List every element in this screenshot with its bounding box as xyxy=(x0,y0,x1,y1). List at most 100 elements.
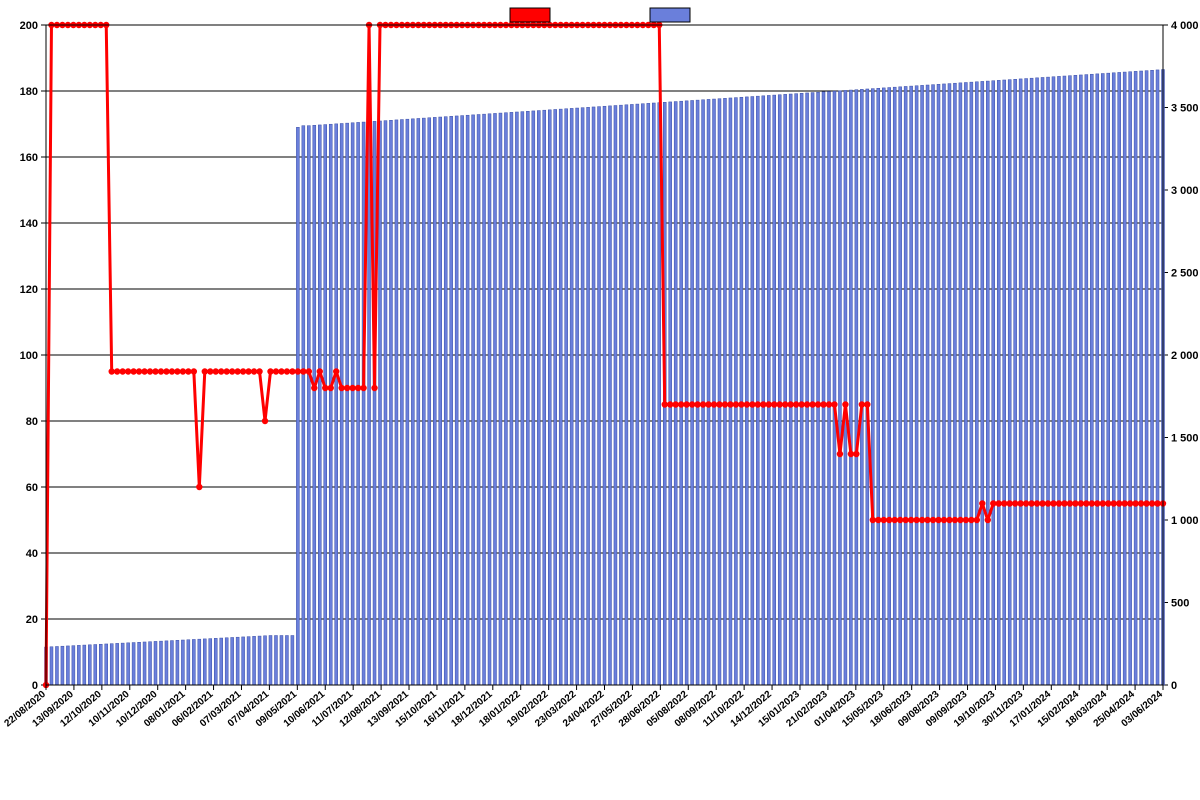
line-marker xyxy=(174,368,180,374)
bar xyxy=(1068,76,1071,685)
line-marker xyxy=(196,484,202,490)
line-marker xyxy=(1028,500,1034,506)
bar xyxy=(165,641,168,685)
bar xyxy=(630,104,633,685)
bar xyxy=(641,104,644,685)
bar xyxy=(718,99,721,685)
bar xyxy=(105,644,108,685)
bar xyxy=(406,119,409,685)
bar xyxy=(428,118,431,685)
line-marker xyxy=(1132,500,1138,506)
svg-text:1 500: 1 500 xyxy=(1171,433,1199,445)
bar xyxy=(1123,72,1126,685)
bar xyxy=(307,126,310,685)
bar xyxy=(72,646,75,685)
bar xyxy=(1052,77,1055,685)
line-marker xyxy=(1116,500,1122,506)
bar xyxy=(110,644,113,685)
svg-text:120: 120 xyxy=(20,284,38,296)
bar xyxy=(389,120,392,685)
bar xyxy=(795,94,798,685)
bar xyxy=(77,645,80,685)
line-marker xyxy=(119,368,125,374)
bar xyxy=(729,98,732,685)
line-marker xyxy=(1001,500,1007,506)
bar xyxy=(581,108,584,685)
line-marker xyxy=(147,368,153,374)
bar xyxy=(713,99,716,685)
bar xyxy=(773,95,776,685)
svg-text:180: 180 xyxy=(20,86,38,98)
line-marker xyxy=(349,385,355,391)
line-marker xyxy=(333,368,339,374)
bar xyxy=(734,98,737,685)
line-marker xyxy=(711,401,717,407)
bar xyxy=(379,121,382,685)
line-marker xyxy=(1089,500,1095,506)
bar xyxy=(192,639,195,685)
line-marker xyxy=(804,401,810,407)
bar xyxy=(1036,78,1039,685)
line-marker xyxy=(689,401,695,407)
line-marker xyxy=(968,517,974,523)
line-marker xyxy=(979,500,985,506)
line-marker xyxy=(990,500,996,506)
line-marker xyxy=(1072,500,1078,506)
bar xyxy=(817,92,820,685)
svg-text:60: 60 xyxy=(26,482,38,494)
svg-text:80: 80 xyxy=(26,416,38,428)
bar xyxy=(975,82,978,685)
line-marker xyxy=(1067,500,1073,506)
bar xyxy=(745,97,748,685)
line-marker xyxy=(853,451,859,457)
line-marker xyxy=(974,517,980,523)
line-marker xyxy=(870,517,876,523)
bar xyxy=(247,637,250,685)
bar xyxy=(1118,72,1121,685)
line-marker xyxy=(207,368,213,374)
line-marker xyxy=(952,517,958,523)
bar xyxy=(411,119,414,685)
bar xyxy=(882,88,885,685)
line-marker xyxy=(946,517,952,523)
line-marker xyxy=(1105,500,1111,506)
bar xyxy=(1134,71,1137,685)
bar xyxy=(608,106,611,685)
line-marker xyxy=(930,517,936,523)
bar xyxy=(888,88,891,685)
bar xyxy=(789,94,792,685)
bar xyxy=(493,113,496,685)
bar xyxy=(417,118,420,685)
bar xyxy=(450,116,453,685)
line-marker xyxy=(1039,500,1045,506)
bar xyxy=(904,86,907,685)
line-marker xyxy=(798,401,804,407)
bar xyxy=(559,109,562,685)
line-marker xyxy=(892,517,898,523)
line-marker xyxy=(662,401,668,407)
line-marker xyxy=(180,368,186,374)
line-marker xyxy=(755,401,761,407)
bar xyxy=(280,636,283,686)
bar xyxy=(953,83,956,685)
line-marker xyxy=(125,368,131,374)
bar xyxy=(1030,78,1033,685)
bar xyxy=(921,85,924,685)
line-marker xyxy=(738,401,744,407)
bar xyxy=(264,636,267,685)
bar xyxy=(680,101,683,685)
bar xyxy=(346,123,349,685)
line-marker xyxy=(705,401,711,407)
bar xyxy=(61,646,64,685)
line-marker xyxy=(766,401,772,407)
bar xyxy=(291,636,294,686)
bar xyxy=(948,84,951,685)
line-marker xyxy=(667,401,673,407)
bar xyxy=(592,107,595,685)
bar xyxy=(762,96,765,685)
line-marker xyxy=(727,401,733,407)
bar xyxy=(504,113,507,685)
bar xyxy=(685,101,688,685)
line-marker xyxy=(700,401,706,407)
bar xyxy=(625,105,628,685)
